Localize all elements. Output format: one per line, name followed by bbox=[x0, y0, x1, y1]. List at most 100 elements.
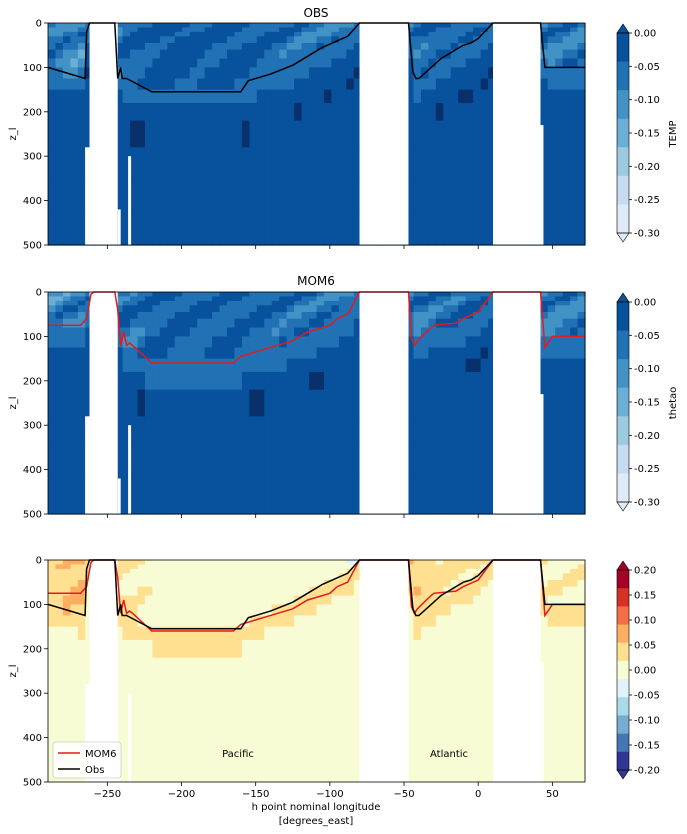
heatmap-cell bbox=[70, 684, 79, 716]
heatmap-cell bbox=[264, 573, 273, 581]
heatmap-cell bbox=[204, 746, 213, 783]
heatmap-cell bbox=[249, 595, 258, 605]
heatmap-cell bbox=[122, 615, 131, 628]
heatmap-cell bbox=[130, 478, 139, 515]
heatmap-cell bbox=[174, 327, 183, 337]
heatmap-cell bbox=[555, 586, 564, 597]
heatmap-cell bbox=[174, 336, 183, 349]
x-tick-label: −50 bbox=[393, 789, 414, 800]
heatmap-cell bbox=[115, 371, 124, 391]
heatmap-cell bbox=[256, 336, 265, 349]
land-mask bbox=[85, 147, 90, 245]
heatmap-cell bbox=[458, 23, 467, 29]
heatmap-cell bbox=[480, 615, 489, 628]
heatmap-cell bbox=[70, 604, 79, 617]
heatmap-cell bbox=[271, 49, 280, 60]
heatmap-cell bbox=[473, 209, 482, 246]
heatmap-cell bbox=[435, 23, 444, 29]
heatmap-cell bbox=[331, 318, 340, 329]
colorbar-swatch bbox=[617, 606, 629, 626]
heatmap-cell bbox=[346, 120, 355, 148]
heatmap-cell bbox=[458, 639, 467, 659]
heatmap-cell bbox=[264, 626, 273, 641]
heatmap-cell bbox=[488, 89, 497, 104]
heatmap-cell bbox=[577, 49, 586, 60]
heatmap-cell bbox=[562, 639, 571, 659]
heatmap-cell bbox=[234, 416, 243, 448]
heatmap-cell bbox=[323, 347, 333, 360]
heatmap-cell bbox=[480, 573, 489, 581]
heatmap-cell bbox=[465, 615, 474, 628]
heatmap-cell bbox=[577, 292, 586, 298]
heatmap-cell bbox=[212, 347, 221, 360]
heatmap-cell bbox=[174, 305, 183, 313]
heatmap-cell bbox=[70, 573, 79, 581]
heatmap-cell bbox=[338, 416, 347, 448]
heatmap-cell bbox=[62, 305, 71, 313]
heatmap-cell bbox=[271, 78, 280, 91]
heatmap-cell bbox=[406, 347, 415, 360]
heatmap-cell bbox=[219, 311, 228, 320]
heatmap-cell bbox=[480, 336, 489, 349]
heatmap-cell bbox=[480, 311, 489, 320]
heatmap-cell bbox=[174, 296, 183, 302]
heatmap-cell bbox=[338, 564, 347, 570]
heatmap-cell bbox=[219, 564, 228, 570]
heatmap-cell bbox=[256, 120, 265, 148]
heatmap-cell bbox=[309, 23, 318, 29]
heatmap-cell bbox=[219, 147, 228, 179]
heatmap-cell bbox=[70, 27, 79, 33]
heatmap-cell bbox=[450, 49, 459, 60]
heatmap-cell bbox=[256, 178, 265, 211]
heatmap-cell bbox=[323, 292, 333, 298]
heatmap-cell bbox=[570, 58, 579, 68]
heatmap-cell bbox=[413, 296, 422, 302]
heatmap-cell bbox=[353, 147, 362, 179]
heatmap-cell bbox=[331, 147, 340, 179]
heatmap-cell bbox=[547, 715, 556, 748]
heatmap-cell bbox=[540, 31, 549, 37]
heatmap-cell bbox=[555, 89, 564, 104]
colorbar-tick-label: -0.30 bbox=[634, 498, 660, 509]
heatmap-cell bbox=[294, 595, 303, 605]
heatmap-cell bbox=[197, 89, 206, 104]
heatmap-cell bbox=[152, 478, 161, 515]
heatmap-cell bbox=[420, 120, 429, 148]
heatmap-cell bbox=[48, 586, 57, 597]
heatmap-cell bbox=[167, 89, 176, 104]
heatmap-cell bbox=[85, 67, 94, 80]
heatmap-cell bbox=[85, 327, 94, 337]
colorbar-tick-label: 0.00 bbox=[634, 666, 656, 677]
heatmap-cell bbox=[167, 23, 176, 29]
heatmap-cell bbox=[323, 120, 333, 148]
heatmap-cell bbox=[473, 336, 482, 349]
heatmap-cell bbox=[435, 318, 444, 329]
land-mask bbox=[359, 292, 409, 514]
heatmap-cell bbox=[420, 89, 429, 104]
heatmap-cell bbox=[55, 358, 64, 373]
heatmap-cell bbox=[294, 300, 303, 306]
heatmap-cell bbox=[77, 478, 86, 515]
heatmap-cell bbox=[85, 573, 94, 581]
heatmap-cell bbox=[540, 564, 549, 570]
heatmap-cell bbox=[227, 27, 236, 33]
heatmap-cell bbox=[562, 715, 571, 748]
heatmap-cell bbox=[547, 560, 556, 566]
heatmap-cell bbox=[227, 568, 236, 574]
heatmap-cell bbox=[212, 604, 221, 617]
heatmap-cell bbox=[227, 58, 236, 68]
heatmap-cell bbox=[331, 573, 340, 581]
heatmap-cell bbox=[241, 586, 250, 597]
heatmap-cell bbox=[555, 147, 564, 179]
heatmap-cell bbox=[294, 120, 303, 148]
heatmap-cell bbox=[264, 42, 273, 51]
heatmap-cell bbox=[540, 715, 549, 748]
heatmap-cell bbox=[115, 305, 124, 313]
heatmap-cell bbox=[115, 120, 124, 148]
heatmap-cell bbox=[331, 560, 340, 566]
heatmap-cell bbox=[174, 371, 183, 391]
heatmap-cell bbox=[286, 595, 295, 605]
heatmap-cell bbox=[249, 746, 258, 783]
heatmap-cell bbox=[144, 389, 154, 417]
heatmap-cell bbox=[137, 371, 146, 391]
